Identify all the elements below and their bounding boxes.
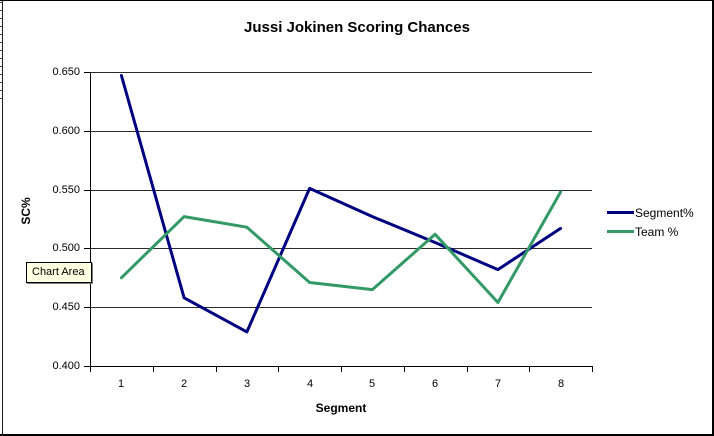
y-axis-tick-label: 0.400 [52,360,80,372]
chart-area-tooltip: Chart Area [26,262,92,283]
y-axis-tick [84,307,90,308]
legend[interactable]: Segment% Team % [607,203,694,241]
x-axis-tick [404,367,405,372]
y-axis-tick [84,366,90,367]
y-gridline [90,131,592,132]
x-axis-tick [216,367,217,372]
y-gridline [90,307,592,308]
legend-item[interactable]: Team % [607,222,694,241]
left-ruler-ticks [0,2,3,102]
y-axis-tick [84,190,90,191]
x-axis-tick-label: 4 [306,378,314,390]
x-axis-tick-label: 1 [117,378,125,390]
y-axis-tick-label: 0.450 [52,301,80,313]
x-axis-tick-label: 3 [243,378,251,390]
legend-line-swatch [607,211,634,214]
chart-title: Jussi Jokinen Scoring Chances [244,19,470,36]
x-axis-tick-label: 7 [494,378,502,390]
x-axis-tick [90,367,91,372]
y-gridline [90,248,592,249]
x-axis-tick [529,367,530,372]
x-axis-tick-label: 6 [431,378,439,390]
y-gridline [90,72,592,73]
canvas-border-bottom [0,434,714,436]
y-axis-tick-label: 0.550 [52,184,80,196]
x-axis-tick [467,367,468,372]
x-axis-tick-label: 2 [180,378,188,390]
y-axis-tick-label: 0.650 [52,66,80,78]
canvas-border-top [0,0,714,1]
x-axis-tick [592,367,593,372]
legend-label: Segment% [635,205,694,220]
legend-line-swatch [607,230,634,233]
y-axis-tick-label: 0.600 [52,125,80,137]
y-axis-title: SC% [19,197,33,225]
x-axis-tick [278,367,279,372]
x-axis-tick-label: 8 [557,378,565,390]
y-axis-tick [84,248,90,249]
x-axis-tick-label: 5 [368,378,376,390]
x-axis-title: Segment [315,401,367,415]
plot-area[interactable] [90,72,593,367]
canvas-border-left [2,0,3,436]
x-axis-tick [341,367,342,372]
canvas-border-right [712,0,714,436]
y-axis-tick [84,72,90,73]
y-axis-tick [84,131,90,132]
y-gridline [90,190,592,191]
x-axis-tick [153,367,154,372]
legend-label: Team % [635,224,679,239]
y-axis-tick-label: 0.500 [52,242,80,254]
legend-item[interactable]: Segment% [607,203,694,222]
